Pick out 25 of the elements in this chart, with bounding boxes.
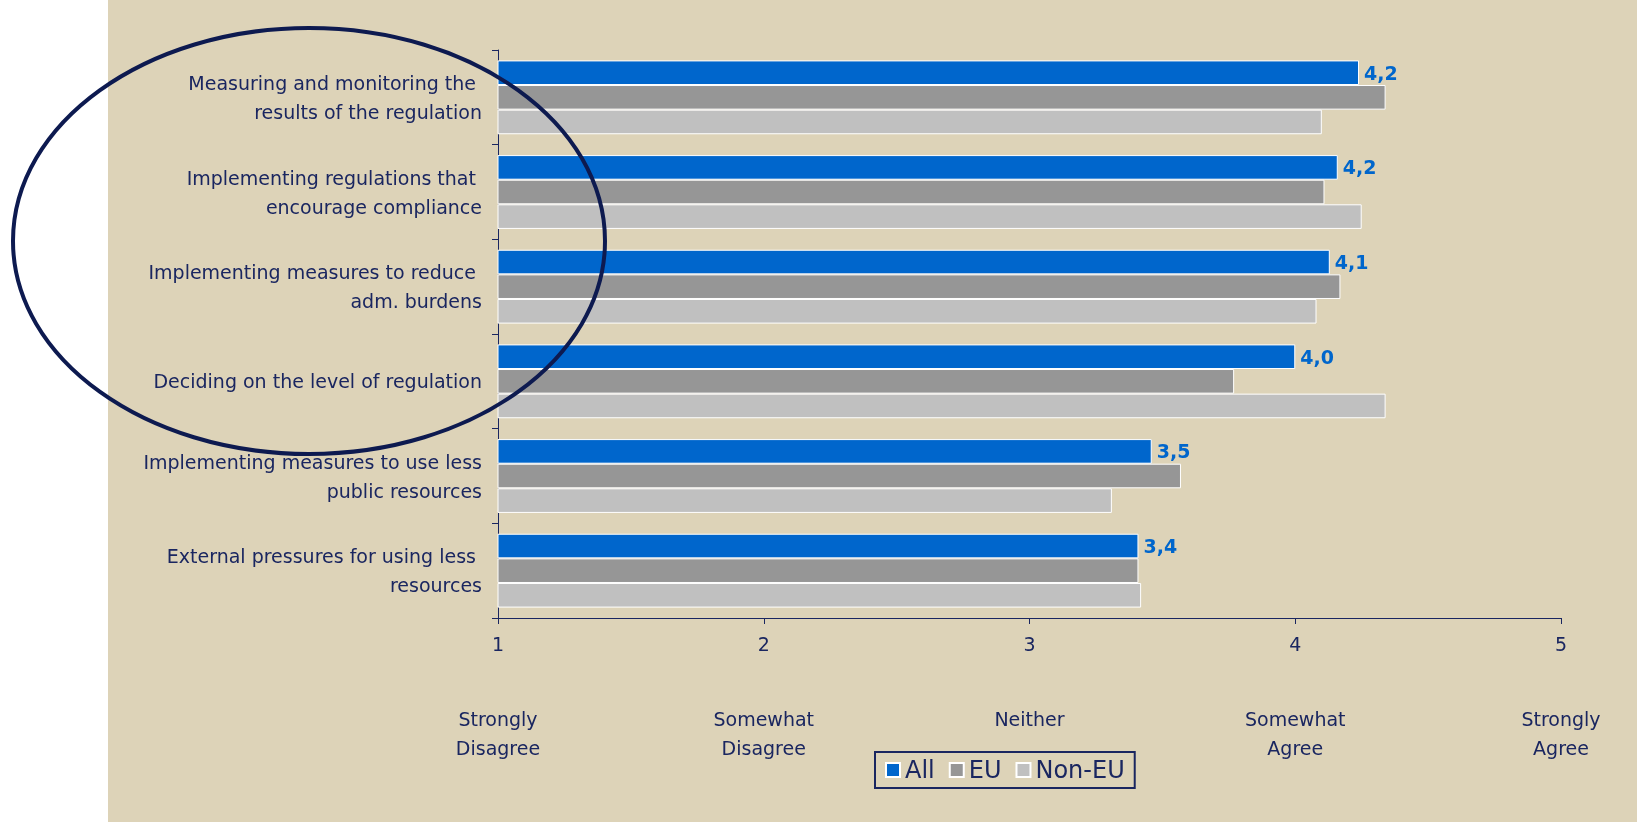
data-label: 3,5 xyxy=(1156,440,1191,463)
text: Neither xyxy=(994,707,1065,730)
y-tick-label: Deciding on the level of regulation xyxy=(153,370,482,393)
text: Somewhat Disagree xyxy=(713,707,815,759)
legend-label: Non-EU xyxy=(1035,756,1125,784)
y-tick-label: Implementing regulations that encourage compliance xyxy=(186,166,482,218)
x-tick-label: 2 xyxy=(757,632,770,655)
text: Somewhat Agree xyxy=(1244,707,1346,759)
x-tick-label: 4 xyxy=(1289,632,1302,655)
x-tick-label: 5 xyxy=(1554,632,1568,655)
x-tick-label: 1 xyxy=(491,632,505,655)
y-tick-label: Implementing measures to reduce adm. burdens xyxy=(148,261,482,313)
x-tick-label: 3 xyxy=(1023,632,1036,655)
y-tick-label: External pressures for using less resources xyxy=(166,545,482,597)
data-label: 3,4 xyxy=(1143,535,1178,558)
legend-label: EU xyxy=(968,756,1002,784)
text: Strongly Disagree xyxy=(455,707,541,759)
legend-label: All xyxy=(905,756,935,784)
data-label: 4,2 xyxy=(1342,156,1377,179)
text: Strongly Agree xyxy=(1521,707,1601,759)
data-label: 4,0 xyxy=(1300,345,1334,368)
y-tick-label: Measuring and monitoring the results of the regulation xyxy=(188,71,482,123)
data-label: 4,1 xyxy=(1334,251,1369,274)
data-label: 4,2 xyxy=(1364,61,1398,84)
y-tick-label: Implementing measures to use less public resources xyxy=(143,450,482,502)
